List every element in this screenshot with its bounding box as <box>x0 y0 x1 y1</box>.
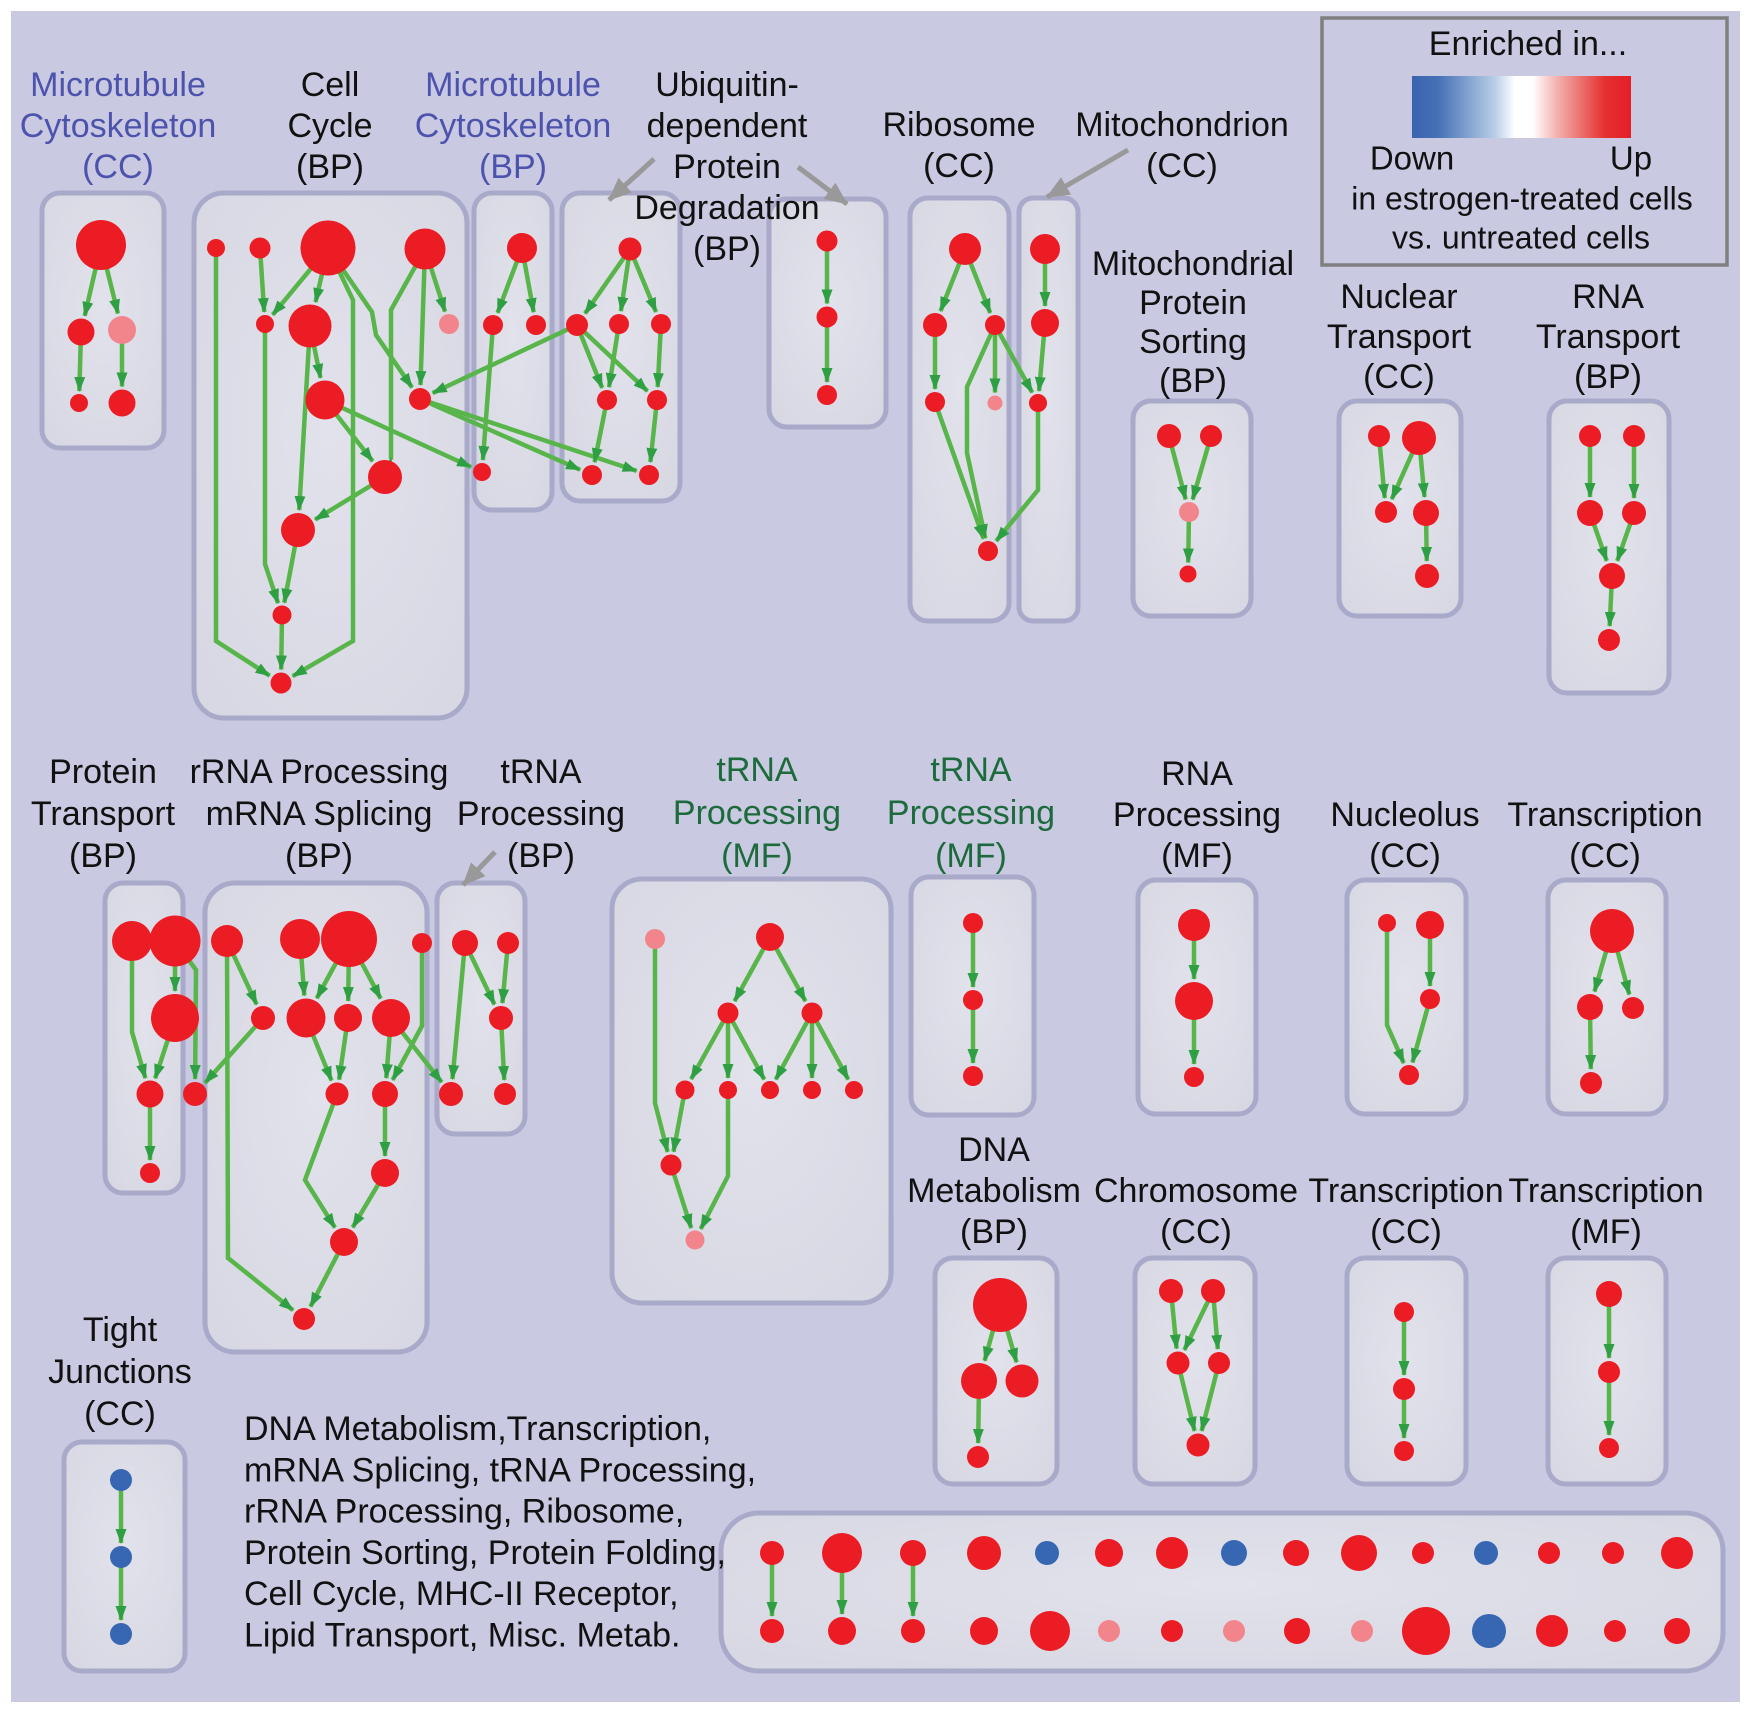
svg-text:Transport: Transport <box>31 795 176 833</box>
svg-text:Mitochondrial: Mitochondrial <box>1092 245 1294 283</box>
svg-text:DNA Metabolism,Transcription,: DNA Metabolism,Transcription, <box>244 1410 711 1448</box>
svg-text:(BP): (BP) <box>1574 358 1642 396</box>
svg-text:dependent: dependent <box>647 107 808 145</box>
svg-text:(CC): (CC) <box>1146 147 1218 185</box>
svg-text:mRNA Splicing: mRNA Splicing <box>206 795 433 833</box>
svg-text:Protein: Protein <box>1139 284 1247 322</box>
svg-text:DNA: DNA <box>958 1131 1030 1169</box>
svg-text:(BP): (BP) <box>1159 362 1227 400</box>
svg-text:rRNA Processing: rRNA Processing <box>190 753 449 791</box>
svg-text:tRNA: tRNA <box>716 751 798 789</box>
svg-text:(BP): (BP) <box>479 148 547 186</box>
svg-text:Chromosome: Chromosome <box>1094 1172 1298 1210</box>
svg-text:Processing: Processing <box>457 795 625 833</box>
svg-text:tRNA: tRNA <box>500 753 582 791</box>
svg-text:(BP): (BP) <box>507 837 575 875</box>
svg-text:Cycle: Cycle <box>287 107 372 145</box>
svg-text:Protein: Protein <box>49 753 157 791</box>
svg-text:(BP): (BP) <box>285 837 353 875</box>
svg-text:Transport: Transport <box>1536 318 1681 356</box>
svg-text:Transport: Transport <box>1327 318 1472 356</box>
svg-text:Tight: Tight <box>83 1311 158 1349</box>
svg-text:Cytoskeleton: Cytoskeleton <box>20 107 217 145</box>
svg-text:Ubiquitin-: Ubiquitin- <box>655 66 799 104</box>
svg-text:(BP): (BP) <box>960 1213 1028 1251</box>
svg-text:tRNA: tRNA <box>930 751 1012 789</box>
svg-text:(MF): (MF) <box>1161 837 1233 875</box>
svg-text:Cell: Cell <box>301 66 360 104</box>
svg-text:Cell Cycle, MHC-II Receptor,: Cell Cycle, MHC-II Receptor, <box>244 1575 679 1613</box>
svg-text:RNA: RNA <box>1161 755 1233 793</box>
svg-text:Cytoskeleton: Cytoskeleton <box>415 107 612 145</box>
svg-text:Nuclear: Nuclear <box>1340 278 1457 316</box>
svg-text:(BP): (BP) <box>69 837 137 875</box>
svg-text:Up: Up <box>1610 140 1652 177</box>
svg-text:Degradation: Degradation <box>634 189 819 227</box>
svg-text:(CC): (CC) <box>84 1395 156 1433</box>
svg-text:Transcription: Transcription <box>1308 1172 1503 1210</box>
svg-text:Metabolism: Metabolism <box>907 1172 1081 1210</box>
svg-text:(CC): (CC) <box>1369 837 1441 875</box>
svg-text:Mitochondrion: Mitochondrion <box>1075 106 1289 144</box>
svg-text:Processing: Processing <box>673 794 841 832</box>
svg-text:Microtubule: Microtubule <box>30 66 206 104</box>
svg-text:(CC): (CC) <box>923 147 995 185</box>
svg-text:Lipid Transport, Misc. Metab.: Lipid Transport, Misc. Metab. <box>244 1616 681 1654</box>
svg-text:Transcription: Transcription <box>1507 796 1702 834</box>
svg-text:Processing: Processing <box>1113 796 1281 834</box>
svg-text:RNA: RNA <box>1572 278 1644 316</box>
svg-text:(MF): (MF) <box>1570 1213 1642 1251</box>
svg-text:vs. untreated cells: vs. untreated cells <box>1392 219 1650 255</box>
svg-text:Microtubule: Microtubule <box>425 66 601 104</box>
svg-text:Processing: Processing <box>887 794 1055 832</box>
svg-text:Ribosome: Ribosome <box>882 106 1035 144</box>
svg-text:rRNA Processing, Ribosome,: rRNA Processing, Ribosome, <box>244 1493 684 1531</box>
svg-text:in estrogen-treated cells: in estrogen-treated cells <box>1351 180 1693 216</box>
svg-text:Transcription: Transcription <box>1508 1172 1703 1210</box>
svg-text:Nucleolus: Nucleolus <box>1330 796 1479 834</box>
svg-text:Down: Down <box>1370 140 1454 177</box>
svg-text:(CC): (CC) <box>82 148 154 186</box>
svg-text:mRNA Splicing, tRNA Processing: mRNA Splicing, tRNA Processing, <box>244 1451 756 1489</box>
svg-text:(BP): (BP) <box>693 230 761 268</box>
svg-text:(MF): (MF) <box>935 837 1007 875</box>
svg-text:Sorting: Sorting <box>1139 323 1247 361</box>
svg-text:(CC): (CC) <box>1370 1213 1442 1251</box>
svg-text:Junctions: Junctions <box>48 1353 192 1391</box>
svg-text:(CC): (CC) <box>1160 1213 1232 1251</box>
svg-text:(CC): (CC) <box>1569 837 1641 875</box>
svg-text:Protein: Protein <box>673 148 781 186</box>
svg-text:(CC): (CC) <box>1363 358 1435 396</box>
svg-text:Enriched in...: Enriched in... <box>1429 25 1627 63</box>
svg-text:(MF): (MF) <box>721 837 793 875</box>
svg-text:Protein Sorting, Protein Foldi: Protein Sorting, Protein Folding, <box>244 1534 726 1572</box>
svg-text:(BP): (BP) <box>296 148 364 186</box>
